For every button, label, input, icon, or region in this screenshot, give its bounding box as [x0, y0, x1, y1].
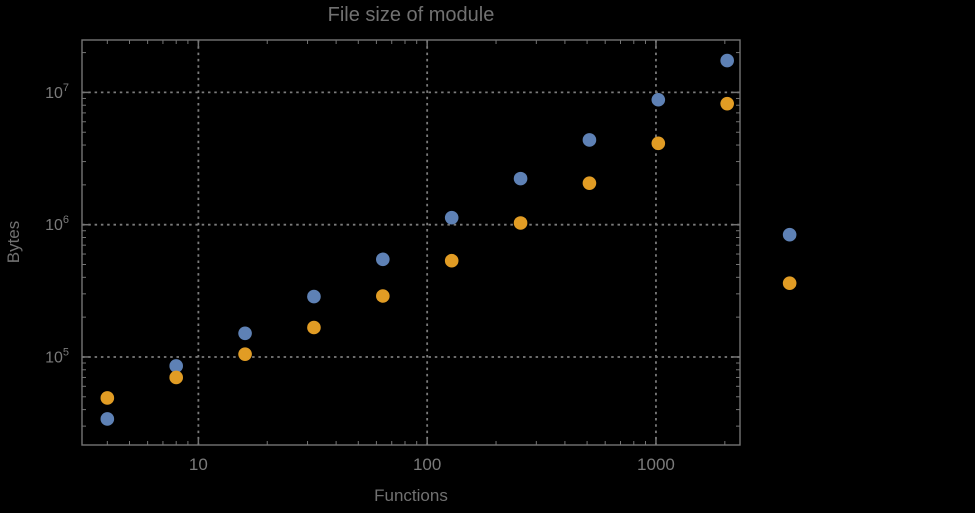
- data-point-series-blue-x64: [376, 252, 390, 267]
- data-point-series-orange-x128: [444, 253, 459, 268]
- data-point-series-orange-x3840: [782, 276, 797, 291]
- data-point-series-blue-x16: [238, 326, 252, 341]
- x-tick-label-1000: 1000: [637, 455, 675, 474]
- y-tick-label-10e6: 106: [45, 214, 69, 234]
- data-point-series-orange-x256: [513, 216, 528, 230]
- data-point-series-orange-x4: [100, 391, 115, 405]
- chart-title: File size of module: [327, 4, 495, 26]
- data-point-series-orange-x1024: [651, 136, 666, 151]
- data-point-series-orange-x512: [582, 176, 597, 190]
- data-point-series-blue-x256: [513, 171, 528, 186]
- plot-frame: [81, 39, 741, 446]
- y-tick-label-10e5: 105: [45, 346, 69, 366]
- data-point-series-orange-x64: [376, 289, 390, 303]
- data-point-series-blue-x1024: [651, 92, 666, 107]
- data-point-series-blue-x2048: [720, 53, 734, 68]
- data-point-series-orange-x16: [238, 347, 252, 361]
- x-tick-label-10: 10: [189, 455, 208, 474]
- x-tick-label-100: 100: [413, 455, 441, 474]
- data-point-series-blue-x32: [307, 289, 321, 304]
- y-tick-label-10e7: 107: [45, 82, 69, 102]
- y-axis-title: Bytes: [4, 220, 23, 264]
- data-point-series-blue-x4: [100, 412, 115, 426]
- data-point-series-blue-x512: [582, 133, 597, 147]
- data-point-series-orange-x8: [169, 370, 183, 385]
- data-point-series-orange-x32: [307, 320, 321, 335]
- data-point-series-blue-x8: [169, 359, 183, 373]
- data-point-series-blue-x3840: [782, 227, 797, 242]
- x-axis-title: Functions: [374, 486, 448, 505]
- data-point-series-blue-x128: [444, 210, 459, 225]
- data-point-series-orange-x2048: [720, 96, 734, 111]
